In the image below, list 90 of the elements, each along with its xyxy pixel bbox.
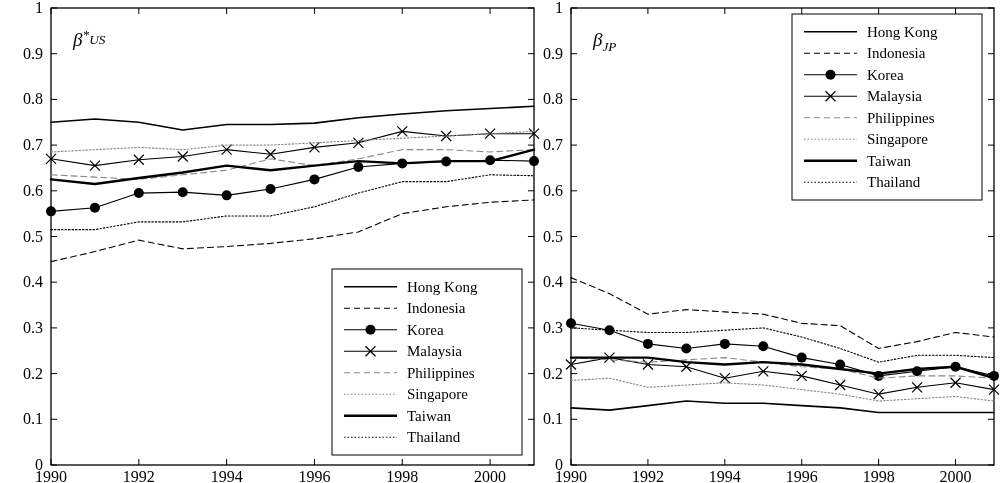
y-tick-label: 0.6 — [543, 181, 563, 199]
legend-label: Malaysia — [867, 88, 923, 105]
legend-label: Indonesia — [867, 45, 926, 62]
point — [89, 202, 100, 213]
legend-label: Singapore — [867, 131, 929, 148]
legend-label: Singapore — [407, 386, 469, 403]
point — [308, 141, 321, 153]
legend-label: Taiwan — [867, 152, 912, 169]
point — [133, 154, 145, 166]
y-tick-label: 0.7 — [23, 136, 43, 154]
point — [719, 338, 730, 349]
x-tick-label: 2000 — [939, 468, 972, 483]
x-tick-label: 1992 — [122, 468, 155, 483]
point — [396, 125, 408, 137]
point — [265, 183, 276, 194]
y-tick-label: 0.2 — [543, 364, 563, 382]
point — [46, 206, 56, 217]
point — [566, 318, 576, 329]
y-tick-label: 0.4 — [23, 273, 43, 291]
point — [642, 358, 654, 371]
text: β$_{JP}$ — [592, 29, 617, 54]
legend-label: Philippines — [407, 364, 475, 381]
y-tick-label: 0.3 — [543, 318, 563, 336]
legend-label: Thailand — [867, 174, 921, 191]
point — [642, 338, 653, 349]
point — [352, 137, 364, 149]
x-tick-label: 1996 — [785, 468, 818, 483]
y-tick-label: 0.2 — [23, 364, 43, 382]
x-tick-label: 1996 — [298, 468, 331, 483]
y-tick-label: 0.1 — [23, 410, 43, 428]
legend-label: Indonesia — [407, 300, 466, 317]
x-tick-label: 1998 — [386, 468, 419, 483]
point — [45, 153, 57, 165]
x-tick-label: 2000 — [474, 468, 507, 483]
legend-label: Thailand — [407, 429, 461, 446]
y-tick-label: 0.5 — [543, 227, 563, 245]
point — [603, 352, 616, 364]
legend-label: Korea — [867, 66, 904, 83]
y-tick-label: 0.7 — [543, 136, 563, 154]
x-tick-label: 1994 — [708, 468, 741, 483]
point — [873, 388, 885, 400]
point — [177, 187, 188, 198]
point — [834, 379, 846, 391]
x-tick-label: 1998 — [862, 468, 895, 483]
point — [133, 188, 144, 199]
point — [529, 156, 539, 167]
y-tick-label: 0.5 — [23, 227, 43, 245]
point — [484, 128, 496, 140]
legend-label: Taiwan — [407, 407, 452, 424]
point — [309, 174, 320, 185]
y-tick-label: 0.3 — [23, 318, 43, 336]
legend-label: Philippines — [867, 109, 935, 126]
y-tick-label: 0.1 — [543, 410, 563, 428]
point — [796, 370, 808, 382]
point — [911, 381, 923, 393]
point — [719, 372, 731, 384]
point — [353, 162, 364, 173]
y-tick-label: 0 — [555, 456, 563, 473]
y-tick-label: 0.9 — [543, 44, 563, 62]
y-tick-label: 0 — [35, 456, 43, 473]
point — [758, 341, 769, 352]
point — [988, 384, 1000, 396]
point — [949, 377, 962, 389]
legend-label: Hong Kong — [867, 23, 938, 40]
x-tick-label: 1994 — [210, 468, 243, 483]
point — [221, 144, 233, 156]
point — [221, 190, 232, 201]
y-tick-label: 1 — [555, 0, 563, 16]
point — [757, 365, 769, 377]
point — [796, 352, 807, 363]
point — [565, 358, 577, 371]
point — [528, 128, 540, 140]
point — [680, 361, 692, 373]
legend-label: Korea — [407, 321, 444, 338]
line-series — [50, 130, 535, 153]
x-tick-label: 1992 — [631, 468, 664, 483]
point — [177, 150, 189, 163]
y-tick-label: 1 — [35, 0, 43, 16]
y-tick-label: 0.9 — [23, 44, 43, 62]
y-tick-label: 0.8 — [23, 90, 43, 108]
y-tick-label: 0.8 — [543, 90, 563, 108]
y-tick-label: 0.4 — [543, 273, 563, 291]
point — [440, 130, 452, 142]
point — [264, 148, 277, 160]
point — [681, 343, 692, 354]
line-series — [570, 377, 995, 402]
point — [89, 160, 101, 172]
legend-label: Malaysia — [407, 343, 463, 360]
y-tick-label: 0.6 — [23, 181, 43, 199]
legend-label: Hong Kong — [407, 278, 478, 295]
